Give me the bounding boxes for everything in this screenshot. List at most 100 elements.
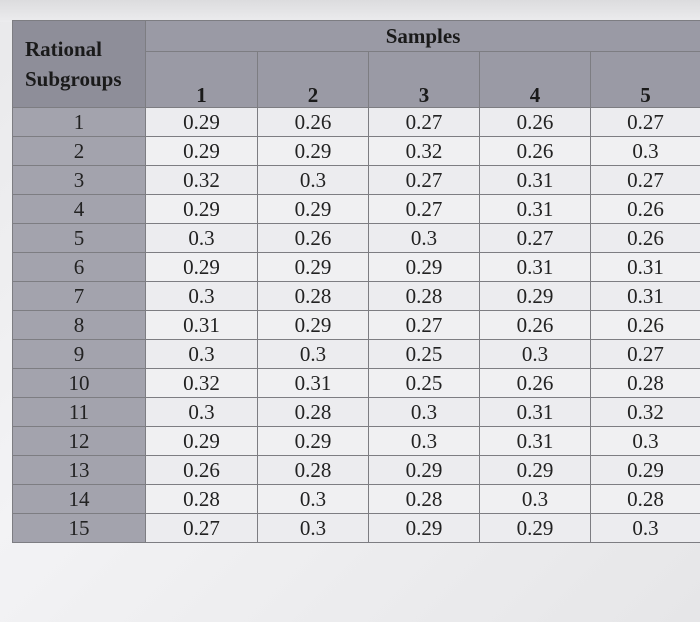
subgroup-number: 7 <box>12 281 146 311</box>
sample-value-cell: 0.3 <box>589 513 700 543</box>
table-body: 1 0.29 0.26 0.27 0.26 0.27 2 0.29 0.29 0.32 0.26 0.… <box>12 107 700 543</box>
sample-value-cell: 0.26 <box>589 194 700 224</box>
sample-value-cell: 0.31 <box>479 426 591 456</box>
sample-value-cell: 0.28 <box>368 484 480 514</box>
sample-value-cell: 0.27 <box>368 165 480 195</box>
sample-header-1: 1 <box>145 51 258 108</box>
subgroup-number: 14 <box>12 484 146 514</box>
sample-value-cell: 0.28 <box>589 368 700 398</box>
sample-value-cell: 0.27 <box>145 513 258 543</box>
sample-value-cell: 0.29 <box>145 426 258 456</box>
subgroup-number: 9 <box>12 339 146 369</box>
sample-value-cell: 0.25 <box>368 368 480 398</box>
sample-value-cell: 0.26 <box>479 310 591 340</box>
sample-value-cell: 0.28 <box>257 455 369 485</box>
table-row: 4 0.29 0.29 0.27 0.31 0.26 <box>12 194 700 224</box>
sample-value-cell: 0.3 <box>145 397 258 427</box>
table-row: 14 0.28 0.3 0.28 0.3 0.28 <box>12 484 700 514</box>
table-row: 10 0.32 0.31 0.25 0.26 0.28 <box>12 368 700 398</box>
sample-value-cell: 0.29 <box>145 136 258 166</box>
sample-header-2: 2 <box>257 51 369 108</box>
sample-value-cell: 0.3 <box>479 339 591 369</box>
sample-header-5: 5 <box>589 51 700 108</box>
sample-value-cell: 0.26 <box>257 107 369 137</box>
subgroup-number: 11 <box>12 397 146 427</box>
sample-value-cell: 0.3 <box>145 339 258 369</box>
sample-value-cell: 0.26 <box>589 223 700 253</box>
sample-value-cell: 0.27 <box>589 165 700 195</box>
sample-value-cell: 0.28 <box>368 281 480 311</box>
sample-value-cell: 0.27 <box>368 194 480 224</box>
subgroup-number: 4 <box>12 194 146 224</box>
sample-value-cell: 0.32 <box>145 165 258 195</box>
table-row: 7 0.3 0.28 0.28 0.29 0.31 <box>12 281 700 311</box>
sample-value-cell: 0.29 <box>145 194 258 224</box>
subgroup-number: 5 <box>12 223 146 253</box>
sample-value-cell: 0.31 <box>145 310 258 340</box>
sample-value-cell: 0.29 <box>257 136 369 166</box>
sample-value-cell: 0.3 <box>257 339 369 369</box>
subgroup-number: 2 <box>12 136 146 166</box>
sample-value-cell: 0.29 <box>257 252 369 282</box>
sample-value-cell: 0.3 <box>257 484 369 514</box>
sample-value-cell: 0.26 <box>145 455 258 485</box>
sample-value-cell: 0.27 <box>479 223 591 253</box>
subgroup-number: 15 <box>12 513 146 543</box>
table-row: 8 0.31 0.29 0.27 0.26 0.26 <box>12 310 700 340</box>
sample-value-cell: 0.29 <box>145 107 258 137</box>
table-row: 15 0.27 0.3 0.29 0.29 0.3 <box>12 513 700 543</box>
table-row: 12 0.29 0.29 0.3 0.31 0.3 <box>12 426 700 456</box>
subgroup-number: 8 <box>12 310 146 340</box>
rational-subgroups-header: Rational Subgroups <box>12 20 146 108</box>
sample-header-3: 3 <box>368 51 480 108</box>
table-row: 1 0.29 0.26 0.27 0.26 0.27 <box>12 107 700 137</box>
sample-value-cell: 0.29 <box>479 455 591 485</box>
corner-label-line1: Rational <box>25 37 103 61</box>
table-row: 13 0.26 0.28 0.29 0.29 0.29 <box>12 455 700 485</box>
table-row: 5 0.3 0.26 0.3 0.27 0.26 <box>12 223 700 253</box>
sample-value-cell: 0.29 <box>368 455 480 485</box>
sample-value-cell: 0.31 <box>479 397 591 427</box>
sample-value-cell: 0.32 <box>145 368 258 398</box>
sample-value-cell: 0.28 <box>257 281 369 311</box>
sample-value-cell: 0.27 <box>368 107 480 137</box>
sample-value-cell: 0.3 <box>368 397 480 427</box>
sample-value-cell: 0.31 <box>479 252 591 282</box>
sample-value-cell: 0.3 <box>368 426 480 456</box>
sample-value-cell: 0.32 <box>589 397 700 427</box>
sample-value-cell: 0.27 <box>589 339 700 369</box>
page-top-edge <box>0 0 700 22</box>
sample-value-cell: 0.26 <box>479 368 591 398</box>
sample-value-cell: 0.31 <box>479 194 591 224</box>
sample-value-cell: 0.26 <box>257 223 369 253</box>
sample-value-cell: 0.31 <box>257 368 369 398</box>
sample-value-cell: 0.26 <box>589 310 700 340</box>
sample-value-cell: 0.27 <box>589 107 700 137</box>
sample-value-cell: 0.28 <box>589 484 700 514</box>
sample-value-cell: 0.31 <box>589 252 700 282</box>
table-row: 11 0.3 0.28 0.3 0.31 0.32 <box>12 397 700 427</box>
table-row: 9 0.3 0.3 0.25 0.3 0.27 <box>12 339 700 369</box>
sample-value-cell: 0.3 <box>368 223 480 253</box>
sample-value-cell: 0.3 <box>589 426 700 456</box>
sample-value-cell: 0.29 <box>257 426 369 456</box>
sample-value-cell: 0.26 <box>479 107 591 137</box>
sample-value-cell: 0.25 <box>368 339 480 369</box>
sample-value-cell: 0.3 <box>257 165 369 195</box>
sample-value-cell: 0.26 <box>479 136 591 166</box>
sample-value-cell: 0.29 <box>479 513 591 543</box>
sample-header-4: 4 <box>479 51 591 108</box>
samples-header: Samples <box>144 20 700 52</box>
data-table-container: Rational Subgroups Samples 1 2 3 4 5 1 0.… <box>12 20 700 543</box>
sample-value-cell: 0.27 <box>368 310 480 340</box>
table-row: 2 0.29 0.29 0.32 0.26 0.3 <box>12 136 700 166</box>
rational-subgroups-table: Rational Subgroups Samples 1 2 3 4 5 1 0.… <box>12 20 700 543</box>
corner-label-line2: Subgroups <box>25 67 122 91</box>
sample-value-cell: 0.28 <box>257 397 369 427</box>
sample-value-cell: 0.29 <box>257 310 369 340</box>
sample-value-cell: 0.3 <box>589 136 700 166</box>
sample-value-cell: 0.3 <box>257 513 369 543</box>
table-row: 3 0.32 0.3 0.27 0.31 0.27 <box>12 165 700 195</box>
sample-value-cell: 0.3 <box>145 223 258 253</box>
subgroup-number: 10 <box>12 368 146 398</box>
